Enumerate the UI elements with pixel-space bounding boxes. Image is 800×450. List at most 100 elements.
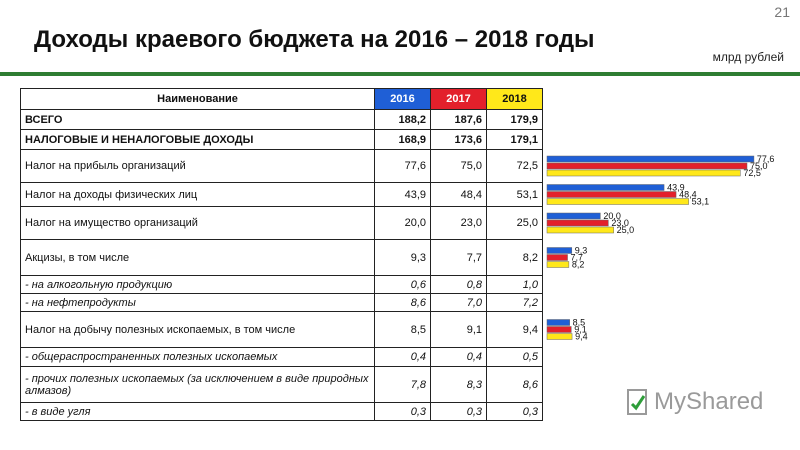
row-name: - в виде угля	[20, 402, 375, 421]
bar-label-2016-2: 20,0	[603, 211, 621, 221]
value-2018: 72,5	[486, 149, 543, 183]
value-2018: 179,1	[486, 129, 543, 150]
value-2016: 43,9	[374, 182, 431, 207]
table-row: - в виде угля 0,3 0,3 0,3	[20, 402, 543, 421]
value-2018: 7,2	[486, 293, 543, 312]
row-name: - общераспространенных полезных ископаем…	[20, 347, 375, 367]
row-name: НАЛОГОВЫЕ И НЕНАЛОГОВЫЕ ДОХОДЫ	[20, 129, 375, 150]
table-row: - на алкогольную продукцию 0,6 0,8 1,0	[20, 275, 543, 294]
bar-2017-0	[546, 162, 748, 170]
bar-label-2018-0: 72,5	[743, 168, 761, 178]
myshared-logo-icon	[627, 389, 647, 415]
bar-2018-3	[546, 261, 570, 268]
page-title: Доходы краевого бюджета на 2016 – 2018 г…	[34, 26, 595, 53]
bar-label-2017-1: 48,4	[679, 190, 697, 200]
bar-label-2017-2: 23,0	[611, 218, 629, 228]
value-2017: 0,8	[430, 275, 487, 294]
value-2017: 23,0	[430, 206, 487, 240]
header-2016: 2016	[374, 88, 431, 110]
value-2016: 0,4	[374, 347, 431, 367]
bar-2018-1	[546, 198, 689, 205]
bar-2016-2	[546, 212, 601, 220]
bar-label-2016-3: 9,3	[575, 246, 588, 256]
value-2017: 9,1	[430, 311, 487, 348]
value-2016: 9,3	[374, 239, 431, 276]
value-2017: 173,6	[430, 129, 487, 150]
table-row: Акцизы, в том числе 9,3 7,7 8,2	[20, 239, 543, 276]
row-name: Налог на добычу полезных ископаемых, в т…	[20, 311, 375, 348]
header-name: Наименование	[20, 88, 375, 110]
bar-label-2017-4: 9,1	[574, 325, 587, 335]
table-row: - на нефтепродукты 8,6 7,0 7,2	[20, 293, 543, 312]
value-2018: 25,0	[486, 206, 543, 240]
header-2017: 2017	[430, 88, 487, 110]
bar-2017-2	[546, 219, 609, 227]
bar-2017-1	[546, 191, 677, 198]
budget-table: Наименование 2016 2017 2018 ВСЕГО 188,2 18…	[20, 88, 543, 421]
title-divider	[0, 72, 800, 76]
bar-label-2018-1: 53,1	[692, 197, 710, 207]
value-2017: 7,7	[430, 239, 487, 276]
bar-2017-4	[546, 326, 572, 333]
logo-text: MyShared	[654, 388, 764, 415]
value-2017: 7,0	[430, 293, 487, 312]
value-2017: 0,3	[430, 402, 487, 421]
bar-2018-4	[546, 333, 573, 340]
bar-label-2016-4: 8,5	[573, 318, 586, 328]
bar-2016-0	[546, 155, 755, 163]
value-2018: 179,9	[486, 109, 543, 130]
bar-2016-3	[546, 247, 573, 254]
value-2016: 0,6	[374, 275, 431, 294]
value-2017: 8,3	[430, 366, 487, 403]
table-row: - прочих полезных ископаемых (за исключе…	[20, 366, 543, 403]
table-row: НАЛОГОВЫЕ И НЕНАЛОГОВЫЕ ДОХОДЫ 168,9 173,6…	[20, 129, 543, 150]
bar-label-2018-2: 25,0	[617, 225, 635, 235]
bar-2018-0	[546, 169, 741, 177]
table-row: Налог на имущество организаций 20,0 23,0 25…	[20, 206, 543, 240]
bar-2017-3	[546, 254, 568, 261]
bar-label-2018-3: 8,2	[572, 260, 585, 270]
bar-label-2018-4: 9,4	[575, 332, 588, 342]
value-2017: 48,4	[430, 182, 487, 207]
table-row: - общераспространенных полезных ископаем…	[20, 347, 543, 367]
row-name: Налог на прибыль организаций	[20, 149, 375, 183]
table-row: ВСЕГО 188,2 187,6 179,9	[20, 109, 543, 130]
value-2018: 8,2	[486, 239, 543, 276]
row-name: - на нефтепродукты	[20, 293, 375, 312]
header-2018: 2018	[486, 88, 543, 110]
bar-2016-1	[546, 184, 665, 191]
value-2016: 0,3	[374, 402, 431, 421]
bar-label-2017-3: 7,7	[571, 253, 584, 263]
value-2018: 8,6	[486, 366, 543, 403]
value-2016: 20,0	[374, 206, 431, 240]
row-name: - прочих полезных ископаемых (за исключе…	[20, 366, 375, 403]
value-2016: 8,5	[374, 311, 431, 348]
value-2018: 0,3	[486, 402, 543, 421]
bar-2018-2	[546, 226, 614, 234]
row-name: Налог на имущество организаций	[20, 206, 375, 240]
bar-2016-4	[546, 319, 570, 326]
row-name: Акцизы, в том числе	[20, 239, 375, 276]
value-2016: 188,2	[374, 109, 431, 130]
table-row: Налог на прибыль организаций 77,6 75,0 72,5	[20, 149, 543, 183]
row-name: Налог на доходы физических лиц	[20, 182, 375, 207]
bar-label-2017-0: 75,0	[750, 161, 768, 171]
value-2018: 1,0	[486, 275, 543, 294]
value-2017: 75,0	[430, 149, 487, 183]
table-row: Налог на доходы физических лиц 43,9 48,4 53…	[20, 182, 543, 207]
row-name: - на алкогольную продукцию	[20, 275, 375, 294]
value-2018: 53,1	[486, 182, 543, 207]
value-2016: 8,6	[374, 293, 431, 312]
value-2017: 0,4	[430, 347, 487, 367]
value-2016: 77,6	[374, 149, 431, 183]
myshared-logo: MyShared	[626, 388, 763, 416]
table-header-row: Наименование 2016 2017 2018	[20, 88, 543, 110]
row-name: ВСЕГО	[20, 109, 375, 130]
table-row: Налог на добычу полезных ископаемых, в т…	[20, 311, 543, 348]
units-label: млрд рублей	[712, 50, 784, 64]
bar-label-2016-1: 43,9	[667, 183, 685, 193]
page-number: 21	[774, 4, 790, 20]
bar-label-2016-0: 77,6	[757, 154, 775, 164]
value-2018: 9,4	[486, 311, 543, 348]
value-2017: 187,6	[430, 109, 487, 130]
